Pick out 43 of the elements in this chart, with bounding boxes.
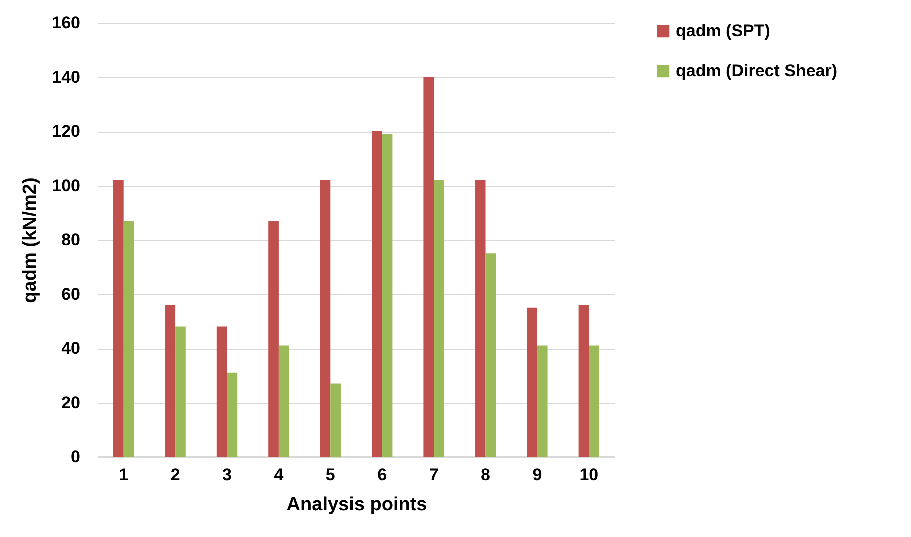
- bar: [424, 77, 434, 457]
- bar: [486, 254, 496, 457]
- x-tick-label: 7: [429, 466, 439, 484]
- bar: [227, 372, 238, 457]
- bar: [434, 180, 444, 457]
- bar: [475, 180, 486, 457]
- bar: [527, 308, 538, 457]
- bar: [589, 346, 600, 457]
- x-tick-label: 4: [274, 466, 284, 484]
- bar: [372, 132, 382, 457]
- y-tick-label: 40: [62, 339, 80, 358]
- bar: [268, 221, 279, 457]
- bar: [124, 221, 134, 457]
- x-tick-label: 10: [580, 466, 599, 484]
- bar: [382, 134, 393, 457]
- legend-label: qadm (Direct Shear): [676, 62, 838, 80]
- y-tick-label: 60: [62, 284, 80, 304]
- legend-label: qadm (SPT): [676, 22, 770, 40]
- y-tick-label: 20: [62, 393, 80, 412]
- x-tick-label: 1: [119, 466, 129, 484]
- y-tick-label: 80: [62, 230, 80, 250]
- bar: [165, 305, 176, 457]
- y-tick-label: 120: [52, 122, 80, 141]
- bar: [176, 326, 186, 457]
- x-tick-label: 8: [481, 466, 490, 484]
- x-tick-label: 3: [222, 466, 232, 484]
- bar: [320, 180, 331, 457]
- y-tick-label: 140: [52, 68, 80, 87]
- y-axis-title: qadm (kN/m2): [20, 178, 42, 304]
- x-tick-label: 9: [532, 466, 542, 484]
- x-axis-title: Analysis points: [286, 494, 428, 516]
- y-tick-label: 100: [52, 176, 80, 196]
- x-tick-label: 5: [326, 466, 336, 484]
- bar: [537, 346, 548, 457]
- bar: [216, 326, 228, 457]
- bar: [578, 305, 590, 457]
- bar: [114, 180, 124, 457]
- y-tick-label: 160: [52, 14, 80, 32]
- bar: [278, 346, 290, 457]
- x-tick-label: 6: [378, 466, 388, 484]
- bar: [330, 384, 341, 457]
- x-tick-label: 2: [170, 466, 180, 484]
- y-tick-label: 0: [71, 448, 80, 466]
